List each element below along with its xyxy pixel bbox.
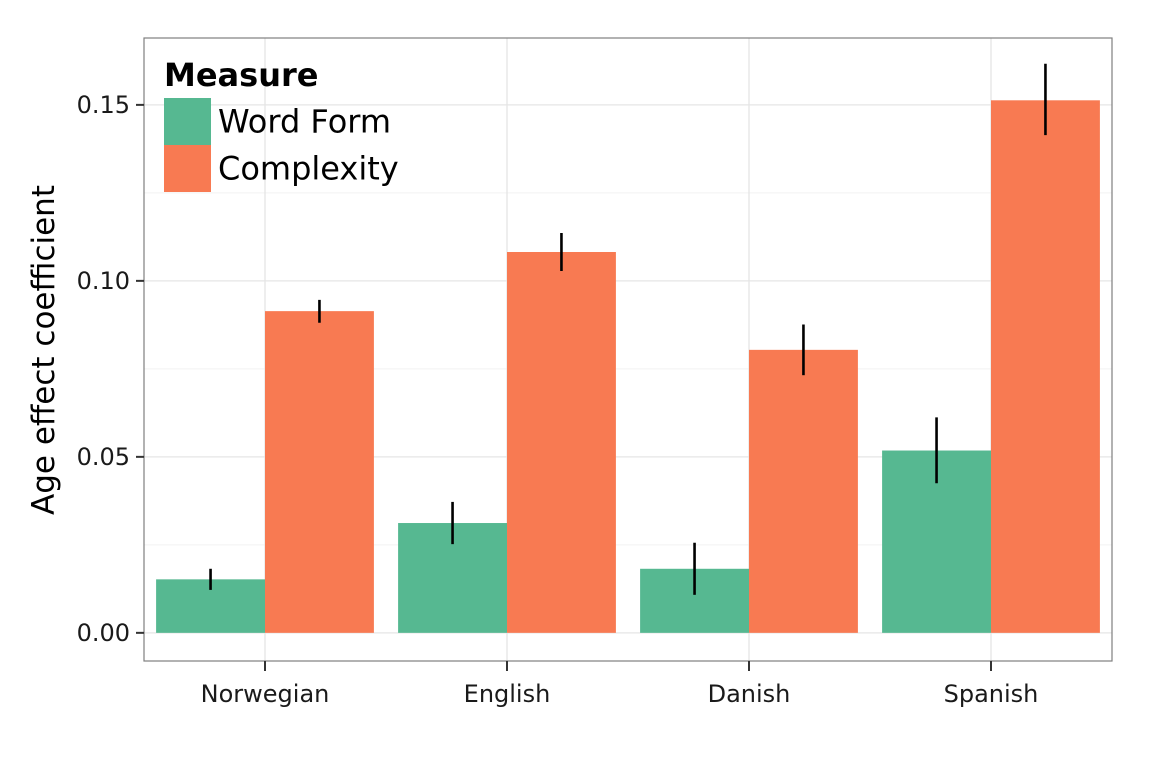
legend-key-complexity — [164, 145, 211, 192]
error-bars — [209, 63, 1047, 595]
bar-complexity-norwegian — [265, 311, 374, 633]
y-axis-title: Age effect coefficient — [26, 185, 62, 515]
bars — [156, 100, 1100, 633]
y-tick-label: 0.05 — [77, 443, 130, 471]
y-tick-label: 0.10 — [77, 267, 130, 295]
legend-label-complexity: Complexity — [218, 150, 399, 188]
x-tick-label-spanish: Spanish — [944, 680, 1039, 708]
x-tick-label-english: English — [464, 680, 551, 708]
bar-complexity-danish — [749, 349, 858, 633]
y-tick-label: 0.00 — [77, 619, 130, 647]
x-axis: Norwegian English Danish Spanish — [201, 661, 1039, 708]
y-axis: 0.00 0.05 0.10 0.15 — [77, 91, 144, 647]
x-tick-label-danish: Danish — [708, 680, 791, 708]
legend-key-word-form — [164, 98, 211, 145]
plot-border — [143, 37, 1113, 662]
bar-complexity-english — [507, 252, 616, 633]
x-tick-label-norwegian: Norwegian — [201, 680, 330, 708]
legend-title: Measure — [164, 56, 318, 94]
legend-label-word-form: Word Form — [218, 103, 391, 141]
bar-complexity-spanish — [991, 100, 1100, 633]
y-tick-label: 0.15 — [77, 91, 130, 119]
legend: Measure Word Form Complexity — [164, 56, 399, 192]
